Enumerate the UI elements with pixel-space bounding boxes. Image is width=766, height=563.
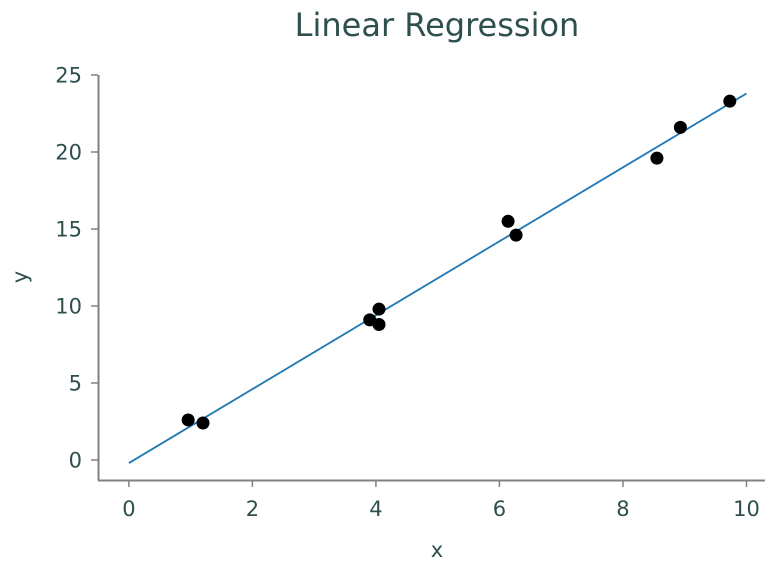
- y-tick-label: 15: [55, 217, 82, 241]
- data-point: [181, 413, 195, 427]
- x-tick-label: 0: [122, 497, 135, 521]
- x-tick-label: 2: [246, 497, 259, 521]
- y-tick-label: 0: [69, 448, 82, 472]
- x-tick-label: 8: [616, 497, 629, 521]
- data-point: [372, 317, 386, 331]
- x-tick-label: 4: [369, 497, 382, 521]
- y-tick-label: 10: [55, 294, 82, 318]
- y-axis-ticks: 0 5 10 15 20 25: [55, 64, 98, 472]
- x-axis-label: x: [431, 538, 443, 562]
- data-point: [196, 416, 210, 430]
- data-point: [673, 120, 687, 134]
- y-tick-label: 20: [55, 140, 82, 164]
- chart-title: Linear Regression: [295, 6, 580, 44]
- data-point: [501, 214, 515, 228]
- x-tick-label: 6: [493, 497, 506, 521]
- x-axis-ticks: 0 2 4 6 8 10: [122, 480, 760, 521]
- regression-line: [128, 92, 747, 464]
- y-tick-label: 25: [55, 64, 82, 88]
- data-point: [650, 151, 664, 165]
- data-point: [723, 94, 737, 108]
- data-points: [181, 94, 737, 430]
- x-tick-label: 10: [733, 497, 760, 521]
- data-point: [372, 302, 386, 316]
- y-axis-label: y: [8, 271, 32, 283]
- y-tick-label: 5: [69, 371, 82, 395]
- data-point: [509, 228, 523, 242]
